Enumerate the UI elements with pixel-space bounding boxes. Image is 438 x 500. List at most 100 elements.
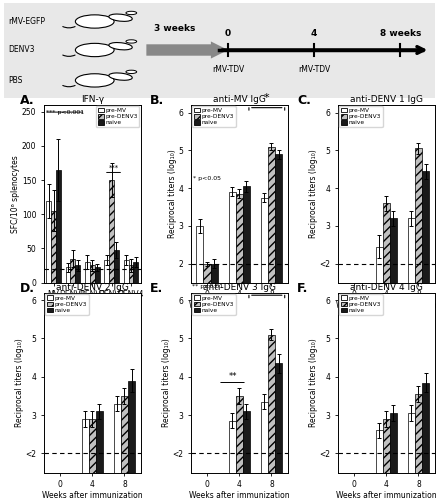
Text: B.: B.	[150, 94, 164, 108]
Title: anti-DENV 4 IgG: anti-DENV 4 IgG	[349, 282, 422, 292]
Legend: pre-MV, pre-DENV3, naive: pre-MV, pre-DENV3, naive	[338, 106, 381, 127]
Bar	[95, 411, 102, 500]
Bar	[114, 250, 119, 282]
Title: anti-MV IgG: anti-MV IgG	[212, 95, 265, 104]
Bar	[389, 218, 396, 339]
Bar	[267, 146, 275, 339]
Text: 0: 0	[225, 30, 231, 38]
Title: anti-DENV 3 IgG: anti-DENV 3 IgG	[202, 282, 275, 292]
Text: * p<0.05: * p<0.05	[192, 176, 220, 181]
Ellipse shape	[75, 44, 114, 57]
Legend: pre-MV, pre-DENV3, naive: pre-MV, pre-DENV3, naive	[192, 294, 235, 314]
Y-axis label: SFC/10⁶ splenocytes: SFC/10⁶ splenocytes	[11, 155, 20, 232]
Bar	[210, 264, 217, 339]
Text: *** p<0.001: *** p<0.001	[46, 110, 84, 116]
Bar	[56, 170, 61, 282]
Ellipse shape	[109, 73, 132, 80]
Bar	[66, 268, 71, 282]
Bar	[228, 192, 235, 339]
Bar	[242, 411, 249, 500]
Bar	[260, 198, 267, 339]
Bar	[375, 246, 382, 339]
Text: *: *	[263, 94, 269, 104]
Text: rMV-EGFP: rMV-EGFP	[9, 17, 46, 26]
Y-axis label: Reciprocal titers (log₁₀): Reciprocal titers (log₁₀)	[308, 338, 317, 427]
Bar	[275, 364, 282, 500]
Text: ***: ***	[109, 164, 119, 170]
Bar	[407, 413, 414, 500]
Text: F.: F.	[297, 282, 308, 294]
Bar	[113, 404, 121, 500]
Ellipse shape	[75, 74, 114, 87]
Text: **: **	[228, 372, 236, 381]
FancyBboxPatch shape	[4, 2, 434, 98]
Bar	[196, 226, 203, 339]
X-axis label: Weeks after immunization: Weeks after immunization	[42, 490, 142, 500]
Bar	[382, 203, 389, 339]
Ellipse shape	[126, 40, 136, 43]
Ellipse shape	[126, 12, 136, 14]
X-axis label: Weeks after immunization: Weeks after immunization	[188, 300, 289, 310]
Bar	[414, 394, 421, 500]
Bar	[104, 260, 109, 282]
Y-axis label: Reciprocal titers (log₁₀): Reciprocal titers (log₁₀)	[168, 150, 177, 238]
Text: 3 weeks: 3 weeks	[153, 24, 194, 32]
Bar	[109, 180, 114, 282]
Bar	[133, 262, 138, 282]
Bar	[407, 218, 414, 339]
Bar	[203, 264, 210, 339]
Title: anti-DENV 2 IgG: anti-DENV 2 IgG	[56, 282, 128, 292]
Bar	[88, 419, 95, 500]
Title: anti-DENV 1 IgG: anti-DENV 1 IgG	[349, 95, 422, 104]
Bar	[267, 334, 275, 500]
Text: rMV-TDV: rMV-TDV	[297, 64, 329, 74]
FancyArrow shape	[146, 42, 228, 58]
X-axis label: Weeks after immunization: Weeks after immunization	[335, 300, 435, 310]
Bar	[75, 266, 80, 282]
Bar	[81, 419, 88, 500]
Ellipse shape	[109, 14, 132, 22]
Text: DENV3: DENV3	[9, 46, 35, 54]
Ellipse shape	[109, 42, 132, 50]
X-axis label: Weeks after immunization: Weeks after immunization	[335, 490, 435, 500]
Bar	[421, 382, 428, 500]
Text: D.: D.	[20, 282, 35, 294]
Bar	[95, 268, 99, 282]
Ellipse shape	[126, 70, 136, 73]
Bar	[421, 171, 428, 339]
Text: PBS: PBS	[9, 76, 23, 85]
Y-axis label: Reciprocal titers (log₁₀): Reciprocal titers (log₁₀)	[308, 150, 317, 238]
Bar	[242, 186, 249, 339]
Text: ** p<0.01: ** p<0.01	[191, 284, 223, 289]
Bar	[382, 419, 389, 500]
Bar	[90, 266, 95, 282]
Bar	[235, 396, 242, 500]
Legend: pre-MV, pre-DENV3, naive: pre-MV, pre-DENV3, naive	[338, 294, 381, 314]
X-axis label: Weeks after immunization: Weeks after immunization	[188, 490, 289, 500]
Legend: pre-MV, pre-DENV3, naive: pre-MV, pre-DENV3, naive	[45, 294, 88, 314]
Text: rMV-TDV: rMV-TDV	[212, 64, 244, 74]
Bar	[51, 211, 56, 282]
Bar	[414, 148, 421, 339]
Text: 8 weeks: 8 weeks	[378, 30, 420, 38]
Bar	[235, 194, 242, 339]
Y-axis label: Reciprocal titers (log₁₀): Reciprocal titers (log₁₀)	[15, 338, 24, 427]
Title: IFN-γ: IFN-γ	[81, 95, 103, 104]
Bar	[275, 154, 282, 339]
Bar	[46, 200, 51, 282]
Bar	[128, 380, 135, 500]
Bar	[128, 266, 133, 282]
Bar	[71, 258, 75, 282]
Text: A.: A.	[20, 94, 34, 108]
Legend: pre-MV, pre-DENV3, naive: pre-MV, pre-DENV3, naive	[192, 106, 235, 127]
Text: 4: 4	[310, 30, 317, 38]
Text: E.: E.	[150, 282, 163, 294]
Bar	[121, 396, 128, 500]
Bar	[85, 262, 90, 282]
Bar	[375, 430, 382, 500]
Bar	[389, 413, 396, 500]
Bar	[124, 260, 128, 282]
Y-axis label: Reciprocal titers (log₁₀): Reciprocal titers (log₁₀)	[162, 338, 170, 427]
Ellipse shape	[75, 15, 114, 28]
Bar	[228, 421, 235, 500]
